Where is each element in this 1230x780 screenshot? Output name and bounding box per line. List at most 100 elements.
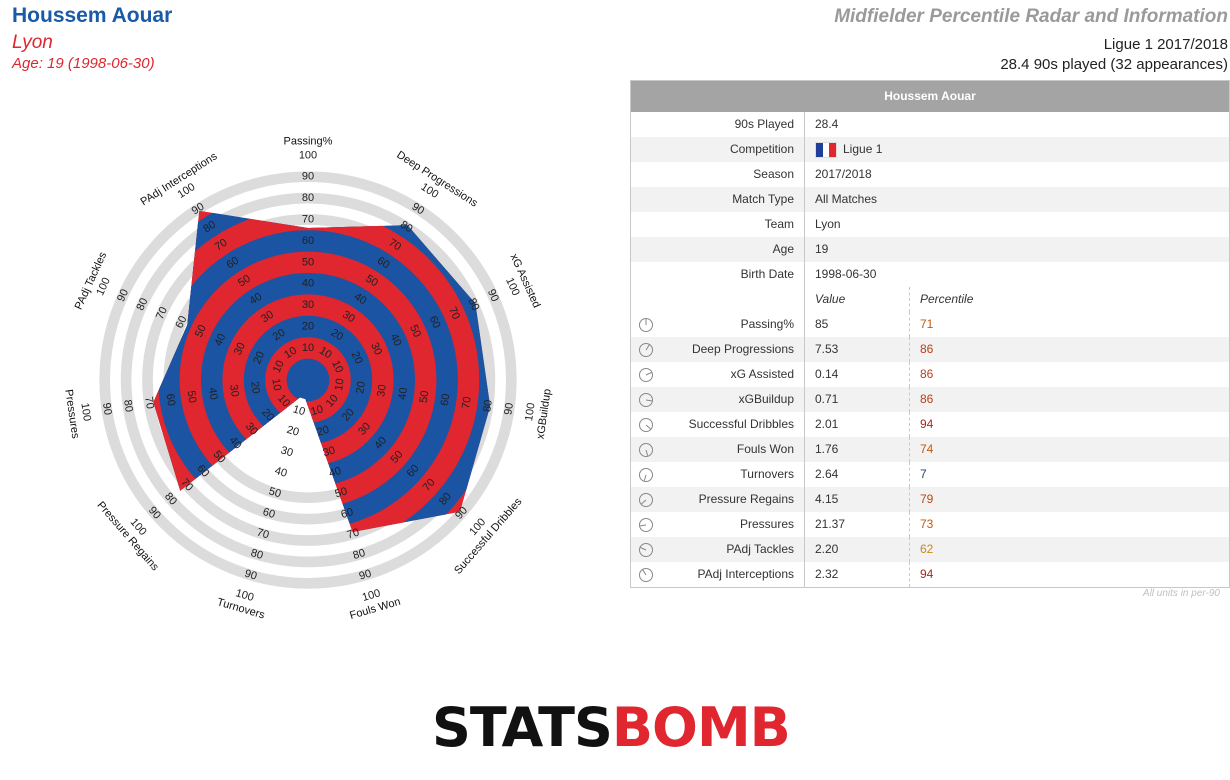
tick-label: 70 — [460, 396, 474, 410]
metric-row: PAdj Tackles 2.20 62 — [631, 537, 1229, 562]
tick-label: 60 — [439, 393, 453, 407]
info-row-value: All Matches — [805, 187, 1229, 212]
tick-label: 40 — [352, 291, 369, 308]
tick-label: 20 — [302, 321, 314, 333]
tick-label: 60 — [163, 393, 177, 407]
metric-row: Pressures 21.37 73 — [631, 512, 1229, 537]
info-row: Competition Ligue 1 — [631, 137, 1229, 162]
metric-row: Pressure Regains 4.15 79 — [631, 487, 1229, 512]
info-row-value: 19 — [805, 237, 1229, 262]
metric-value: 0.71 — [815, 392, 839, 406]
info-row-value-text: All Matches — [815, 192, 878, 206]
metric-row: xGBuildup 0.71 86 — [631, 387, 1229, 412]
info-row-value-text: Lyon — [815, 217, 841, 231]
tick-label: 10 — [271, 359, 287, 375]
tick-label: 40 — [212, 332, 228, 348]
tick-label: 70 — [154, 305, 170, 321]
metric-row: Fouls Won 1.76 74 — [631, 437, 1229, 462]
metric-value: 85 — [815, 317, 829, 331]
info-row: Match Type All Matches — [631, 187, 1229, 212]
france-flag-icon — [815, 141, 837, 158]
tick-label: 10 — [309, 403, 324, 418]
metric-percentile: 86 — [909, 362, 933, 387]
info-row-value: 2017/2018 — [805, 162, 1229, 187]
tick-label: 90 — [115, 287, 131, 303]
metrics-column-header: Value Percentile — [631, 287, 1229, 312]
metric-percentile: 94 — [909, 562, 933, 587]
tick-label: 20 — [349, 350, 365, 366]
tick-label: 80 — [249, 547, 264, 562]
metric-row: xG Assisted 0.14 86 — [631, 362, 1229, 387]
tick-label: 30 — [227, 384, 241, 398]
metric-value: 1.76 — [815, 442, 839, 456]
metric-percentile: 86 — [909, 337, 933, 362]
tick-label: 40 — [388, 332, 404, 348]
metric-value: 2.64 — [815, 467, 839, 481]
tick-label: 50 — [302, 256, 314, 268]
metric-percentile: 74 — [909, 437, 933, 462]
info-row-label: Team — [661, 212, 805, 237]
tick-label: 100 — [78, 402, 92, 422]
metric-value: 2.32 — [815, 567, 839, 581]
tick-label: 100 — [234, 587, 255, 604]
info-row: 90s Played 28.4 — [631, 112, 1229, 137]
tick-label: 90 — [358, 568, 373, 583]
metric-percentile: 86 — [909, 387, 933, 412]
info-row-value-text: Ligue 1 — [843, 142, 883, 156]
tick-label: 30 — [302, 299, 314, 311]
tick-label: 80 — [201, 219, 218, 236]
tick-label: 80 — [302, 192, 314, 204]
tick-label: 90 — [502, 402, 516, 416]
background-ring — [99, 171, 517, 589]
metric-dial-icon — [639, 467, 653, 482]
tick-label: 90 — [190, 201, 207, 218]
tick-label: 10 — [302, 342, 314, 354]
tick-label: 70 — [213, 237, 230, 254]
tick-label: 10 — [317, 345, 334, 362]
info-row-label: Age — [661, 237, 805, 262]
tick-label: 20 — [271, 327, 288, 344]
metric-value: 2.20 — [815, 542, 839, 556]
tick-label: 30 — [368, 341, 384, 357]
tick-label: 80 — [121, 399, 135, 413]
info-row-value: 28.4 — [805, 112, 1229, 137]
tick-label: 60 — [261, 506, 276, 521]
metric-label: PAdj Interceptions — [661, 562, 805, 587]
info-row-label: Match Type — [661, 187, 805, 212]
tick-label: 20 — [251, 350, 267, 366]
info-table-header: Houssem Aouar — [631, 81, 1229, 112]
statsbomb-logo: STATSBOMB — [432, 696, 791, 760]
metric-dial-icon — [639, 392, 653, 407]
metric-value: 2.01 — [815, 417, 839, 431]
metric-dial-icon — [639, 317, 653, 332]
tick-label: 30 — [322, 444, 337, 459]
tick-label: 90 — [485, 287, 501, 303]
metric-percentile: 79 — [909, 487, 933, 512]
tick-label: 40 — [302, 278, 314, 290]
metric-percentile: 94 — [909, 412, 933, 437]
player-name: Houssem Aouar — [12, 4, 173, 27]
logo-bomb: BOMB — [611, 696, 791, 759]
info-row: Season 2017/2018 — [631, 162, 1229, 187]
tick-label: 50 — [267, 485, 282, 500]
tick-label: 90 — [302, 171, 314, 183]
tick-label: 60 — [224, 255, 241, 272]
metric-percentile: 73 — [909, 512, 933, 537]
tick-label: 60 — [174, 314, 190, 330]
tick-label: 30 — [340, 309, 357, 326]
metric-label: Successful Dribbles — [661, 412, 805, 437]
tick-label: 90 — [410, 201, 427, 218]
metric-label: Turnovers — [661, 462, 805, 487]
metric-label: Fouls Won — [661, 437, 805, 462]
metric-dial-icon — [639, 542, 653, 557]
metric-label: xGBuildup — [661, 387, 805, 412]
tick-label: 60 — [427, 314, 443, 330]
tick-label: 40 — [328, 465, 343, 480]
tick-label: 70 — [302, 214, 314, 226]
tick-label: 40 — [396, 387, 410, 401]
axis-label: Pressures — [62, 389, 81, 440]
tick-label: 90 — [243, 568, 258, 583]
metric-row: Turnovers 2.64 7 — [631, 462, 1229, 487]
tick-label: 20 — [354, 381, 368, 395]
metric-label: Passing% — [661, 312, 805, 337]
